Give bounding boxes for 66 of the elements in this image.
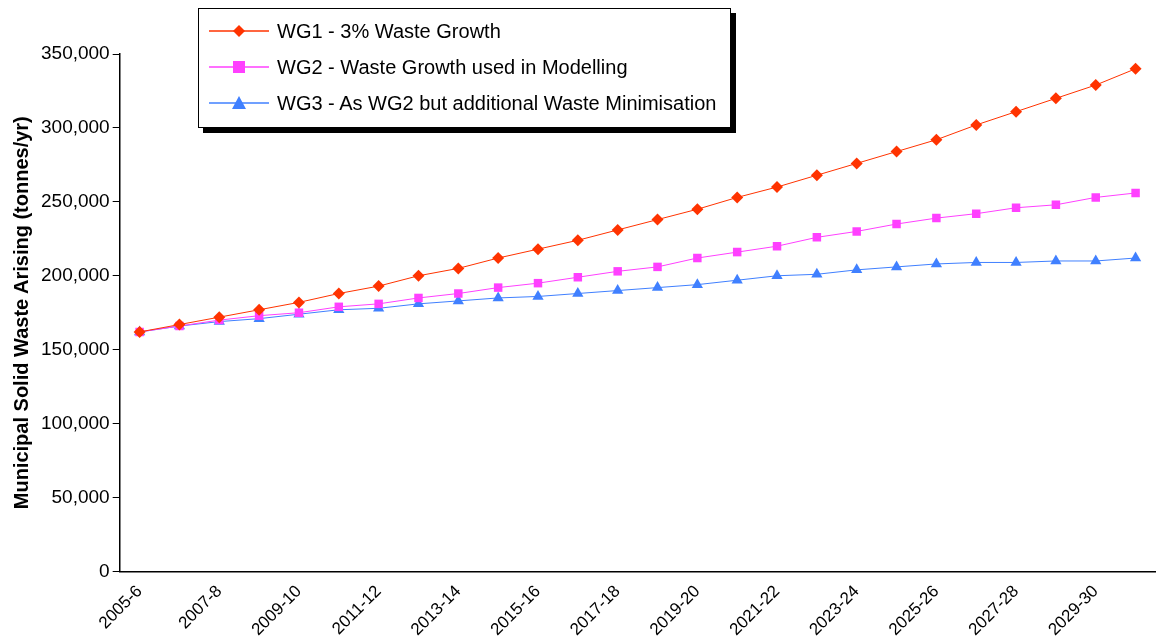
point bbox=[850, 157, 863, 170]
point bbox=[970, 118, 983, 131]
point bbox=[412, 269, 425, 282]
point bbox=[1050, 254, 1062, 265]
point bbox=[1129, 62, 1142, 75]
point bbox=[731, 191, 744, 204]
point bbox=[492, 252, 505, 265]
point bbox=[1090, 254, 1102, 265]
y-tick-label: 200,000 bbox=[40, 264, 110, 285]
point bbox=[731, 273, 743, 284]
point bbox=[852, 227, 861, 236]
point bbox=[970, 255, 982, 266]
point bbox=[771, 269, 783, 280]
point bbox=[414, 293, 423, 303]
y-axis-title: Municipal Solid Waste Arising (tonnes/yr) bbox=[9, 116, 32, 510]
y-tick-label: 150,000 bbox=[40, 337, 110, 359]
y-tick-label: 350,000 bbox=[40, 42, 110, 64]
point bbox=[691, 203, 704, 216]
point bbox=[890, 145, 903, 158]
point bbox=[771, 181, 784, 194]
point bbox=[1131, 188, 1140, 198]
point bbox=[930, 133, 943, 146]
y-tick-label: 300,000 bbox=[40, 116, 110, 138]
point bbox=[1049, 92, 1062, 105]
point bbox=[851, 263, 863, 274]
point bbox=[653, 262, 662, 272]
y-tick-label: 100,000 bbox=[40, 411, 110, 433]
point bbox=[372, 280, 385, 293]
point bbox=[613, 267, 622, 276]
legend-label: WG2 - Waste Growth used in Modelling bbox=[277, 55, 628, 79]
point bbox=[253, 303, 266, 316]
point bbox=[292, 296, 305, 309]
point bbox=[213, 311, 226, 324]
point bbox=[930, 257, 943, 268]
point bbox=[691, 278, 703, 288]
point bbox=[892, 219, 901, 229]
y-tick-label: 0 bbox=[99, 559, 110, 581]
point bbox=[651, 281, 664, 291]
point bbox=[1091, 193, 1100, 202]
point bbox=[571, 234, 584, 247]
point bbox=[651, 213, 664, 226]
legend-label: WG3 - As WG2 but additional Waste Minimisation bbox=[277, 91, 717, 115]
point bbox=[932, 213, 941, 223]
point bbox=[532, 289, 544, 300]
point bbox=[693, 253, 702, 263]
point bbox=[810, 169, 823, 182]
point bbox=[452, 262, 465, 275]
point bbox=[1129, 251, 1142, 262]
point bbox=[492, 291, 504, 302]
point bbox=[1010, 255, 1022, 266]
point bbox=[572, 287, 584, 297]
legend-label: WG1 - 3% Waste Growth bbox=[277, 19, 501, 43]
point bbox=[332, 287, 345, 300]
point bbox=[611, 223, 624, 236]
point bbox=[612, 284, 624, 294]
point bbox=[493, 283, 503, 292]
point bbox=[812, 233, 822, 242]
y-tick-label: 50,000 bbox=[51, 485, 110, 507]
point bbox=[811, 267, 823, 278]
point bbox=[454, 289, 463, 298]
y-tick-label: 250,000 bbox=[40, 190, 110, 212]
point bbox=[1010, 105, 1023, 118]
point bbox=[971, 209, 981, 218]
point bbox=[531, 243, 544, 256]
point bbox=[1089, 79, 1102, 92]
point bbox=[890, 260, 903, 271]
